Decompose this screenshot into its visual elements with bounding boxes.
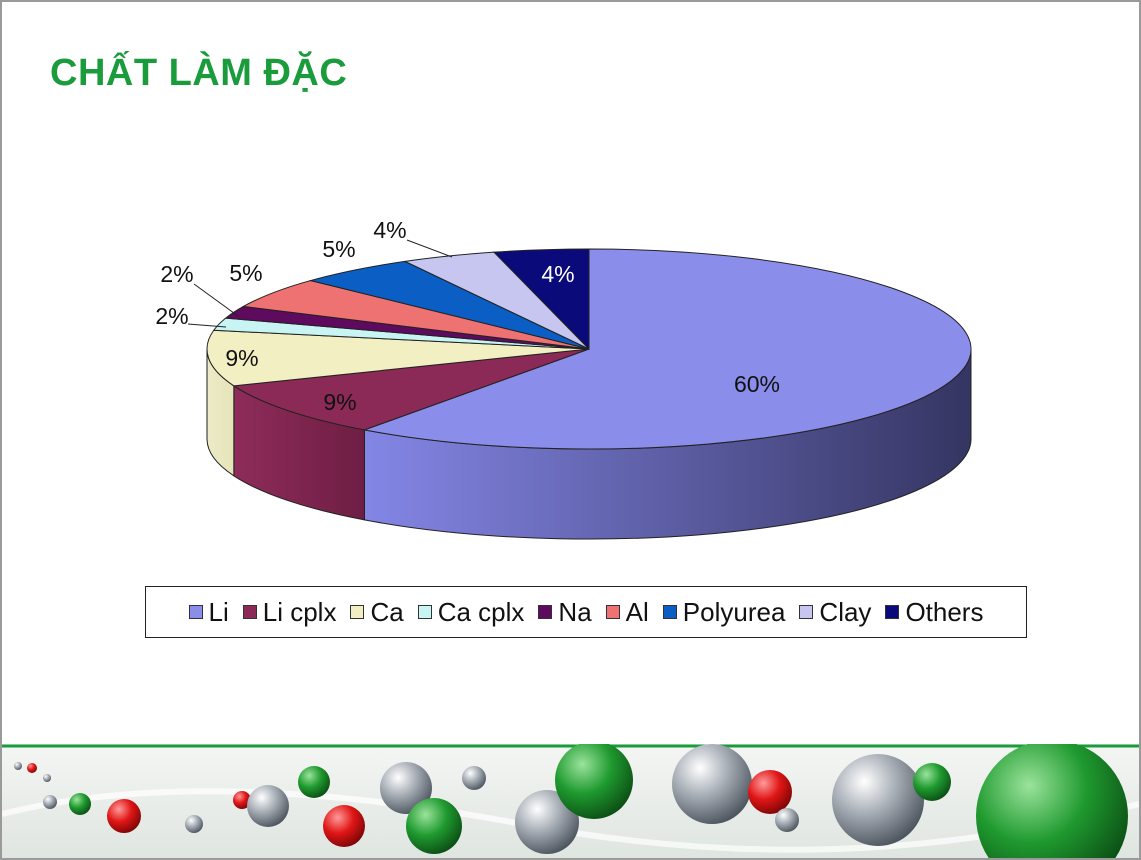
leader-line-ca-cplx [187, 323, 227, 328]
legend-item-ca-cplx: Ca cplx [417, 596, 525, 628]
legend-label-li: Li [208, 596, 229, 627]
sphere-cluster-decoration [14, 744, 1128, 858]
footer-decoration [2, 744, 1139, 858]
pie-side-walls [206, 348, 972, 540]
legend-swatch-ca [350, 605, 365, 619]
slice-li [362, 248, 972, 450]
legend-item-al: Al [605, 596, 649, 628]
legend-swatch-clay [799, 605, 814, 619]
legend-swatch-polyurea [662, 605, 677, 619]
pie-top-faces [206, 248, 972, 450]
data-labels: 60% 9% 9% 2% 2% 5% 5% 4% 4% [155, 217, 780, 415]
legend-swatch-na [538, 605, 553, 619]
data-label-li-cplx: 9% [323, 389, 356, 415]
leader-line-na [193, 283, 239, 317]
legend-label-ca: Ca [370, 596, 404, 627]
slice-ca [206, 329, 590, 387]
data-label-polyurea: 5% [322, 236, 355, 262]
data-label-al: 5% [229, 260, 262, 286]
data-label-li: 60% [734, 371, 780, 397]
legend-item-ca: Ca [350, 596, 404, 628]
legend-swatch-li-cplx [242, 605, 257, 619]
chart-legend: Li Li cplx Ca Ca cplx Na Al Polyurea Clay Others [145, 586, 1027, 638]
legend-swatch-li [188, 605, 203, 619]
data-label-clay: 4% [373, 217, 406, 243]
legend-swatch-al [605, 605, 620, 619]
legend-item-li: Li [188, 596, 229, 628]
slice-others [492, 248, 590, 351]
legend-item-li-cplx: Li cplx [242, 596, 337, 628]
legend-item-polyurea: Polyurea [662, 596, 786, 628]
legend-label-al: Al [625, 596, 649, 627]
data-label-others: 4% [541, 261, 574, 287]
legend-label-polyurea: Polyurea [682, 596, 786, 627]
legend-item-na: Na [538, 596, 592, 628]
pie-chart: 60% 9% 9% 2% 2% 5% 5% 4% 4% [155, 217, 972, 540]
leader-lines [187, 239, 453, 328]
legend-label-li-cplx: Li cplx [262, 596, 337, 627]
legend-swatch-others [885, 605, 900, 619]
legend-item-others: Others [885, 597, 983, 628]
data-label-ca-cplx: 2% [155, 303, 188, 329]
legend-label-clay: Clay [819, 596, 872, 627]
legend-label-na: Na [558, 596, 592, 627]
slice-li-cplx [232, 348, 590, 431]
data-label-ca: 9% [225, 345, 258, 371]
legend-label-ca-cplx: Ca cplx [437, 596, 525, 627]
legend-swatch-ca-cplx [417, 605, 432, 619]
legend-label-others: Others [905, 596, 984, 627]
legend-item-clay: Clay [799, 597, 871, 628]
data-label-na: 2% [160, 261, 193, 287]
leader-line-clay [406, 239, 453, 258]
slide-title: CHẤT LÀM ĐẶC [50, 52, 348, 94]
